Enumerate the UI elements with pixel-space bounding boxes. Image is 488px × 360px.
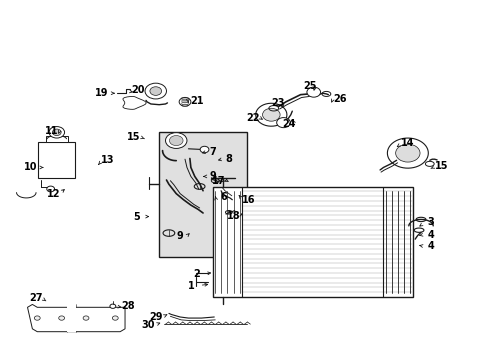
Circle shape (200, 146, 208, 153)
Circle shape (276, 118, 290, 128)
Text: 15: 15 (126, 132, 140, 142)
Bar (39, 142, 75, 178)
Circle shape (145, 83, 166, 99)
Text: 28: 28 (122, 301, 135, 311)
Text: 24: 24 (282, 120, 296, 129)
Text: 1: 1 (187, 281, 194, 291)
Text: 25: 25 (303, 81, 316, 91)
Text: 21: 21 (189, 96, 203, 106)
Text: 16: 16 (241, 195, 255, 205)
Text: 14: 14 (400, 139, 414, 148)
Text: 20: 20 (131, 85, 144, 95)
Text: 9: 9 (209, 171, 216, 181)
Circle shape (47, 186, 55, 192)
Text: 18: 18 (226, 211, 240, 221)
Circle shape (165, 133, 186, 148)
Text: 26: 26 (332, 94, 346, 104)
Text: 23: 23 (270, 98, 284, 108)
Text: 29: 29 (149, 312, 162, 322)
Text: 2: 2 (193, 269, 200, 279)
Text: 9: 9 (176, 231, 183, 240)
Polygon shape (255, 103, 286, 126)
Text: 5: 5 (133, 212, 140, 221)
Text: 17: 17 (212, 176, 225, 186)
Text: 6: 6 (220, 192, 227, 202)
Text: 22: 22 (246, 113, 260, 123)
Circle shape (110, 304, 116, 309)
Circle shape (49, 127, 64, 138)
Circle shape (83, 316, 89, 320)
Text: 4: 4 (427, 241, 433, 251)
Text: 11: 11 (45, 126, 59, 135)
Text: 7: 7 (209, 147, 216, 157)
Text: 3: 3 (427, 217, 433, 227)
Text: 8: 8 (225, 154, 232, 164)
Circle shape (150, 87, 161, 95)
Bar (66, 305, 76, 332)
Bar (46, 136, 68, 142)
Polygon shape (27, 305, 125, 332)
Circle shape (262, 108, 280, 121)
Bar (212, 187, 412, 297)
Circle shape (179, 98, 190, 106)
Text: 30: 30 (141, 320, 154, 330)
Circle shape (34, 316, 40, 320)
Text: 15: 15 (434, 161, 448, 171)
Text: 4: 4 (427, 230, 433, 239)
Polygon shape (123, 96, 146, 109)
Circle shape (59, 316, 64, 320)
Circle shape (169, 135, 183, 145)
Circle shape (395, 144, 419, 162)
Text: 13: 13 (101, 155, 115, 165)
Text: 27: 27 (29, 293, 42, 303)
Circle shape (52, 129, 61, 135)
Text: 10: 10 (24, 162, 38, 172)
Text: 12: 12 (46, 189, 60, 199)
Polygon shape (386, 138, 427, 168)
Bar (159, 132, 246, 257)
Circle shape (112, 316, 118, 320)
Circle shape (306, 87, 320, 97)
Text: 19: 19 (95, 88, 109, 98)
